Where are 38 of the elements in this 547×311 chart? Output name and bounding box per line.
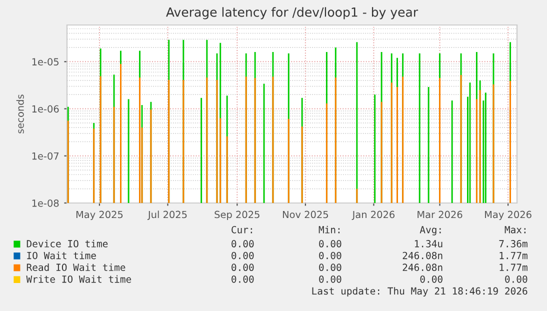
x-tick-label: Sep 2025: [214, 210, 260, 220]
x-tick-label: Mar 2026: [418, 210, 462, 218]
x-tick-label: May 2025: [76, 210, 123, 220]
y-tick-label: 1e-08: [32, 199, 59, 207]
text: 0.00: [232, 264, 254, 272]
text: 0.00: [232, 240, 254, 248]
y-axis-title: seconds: [16, 94, 24, 134]
text: Max:: [504, 226, 526, 234]
legend-label: IO Wait time: [27, 252, 96, 260]
x-tick-label: May 2026: [485, 210, 532, 220]
text: 7.36m: [499, 240, 528, 248]
text: 0.00: [319, 240, 342, 248]
text: 0.00: [232, 275, 254, 283]
text: 0.00: [319, 275, 342, 283]
text: 246.08n: [402, 252, 442, 260]
chart-title: Average latency for /dev/loop1 - by year: [166, 7, 418, 20]
text: 1.77m: [500, 264, 528, 271]
text: 0.00: [319, 252, 342, 260]
x-tick-label: Jan 2026: [352, 210, 395, 220]
y-tick-label: 1e-06: [32, 105, 59, 113]
x-tick-label: Jul 2025: [147, 210, 187, 220]
text: Avg:: [420, 226, 441, 236]
text: 0.00: [319, 264, 342, 272]
text: 246.08n: [402, 264, 442, 272]
text: 0.00: [232, 252, 254, 260]
text: 1.34u: [414, 240, 442, 248]
legend-label: Read IO Wait time: [26, 263, 126, 272]
text: 1.77m: [500, 252, 528, 260]
text: Cur:: [232, 226, 252, 234]
legend-label: Write IO Wait time: [26, 275, 132, 283]
legend-label: Device IO time: [26, 240, 108, 248]
y-tick-label: 1e-07: [32, 152, 59, 160]
text: 0.00: [420, 275, 442, 283]
text: Last update: Thu May 21 18:46:19 2026: [312, 287, 528, 297]
text: 0.00: [505, 275, 528, 283]
text: Min:: [318, 226, 340, 234]
x-tick-label: Nov 2025: [282, 210, 328, 218]
y-tick-label: 1e-05: [32, 58, 59, 66]
